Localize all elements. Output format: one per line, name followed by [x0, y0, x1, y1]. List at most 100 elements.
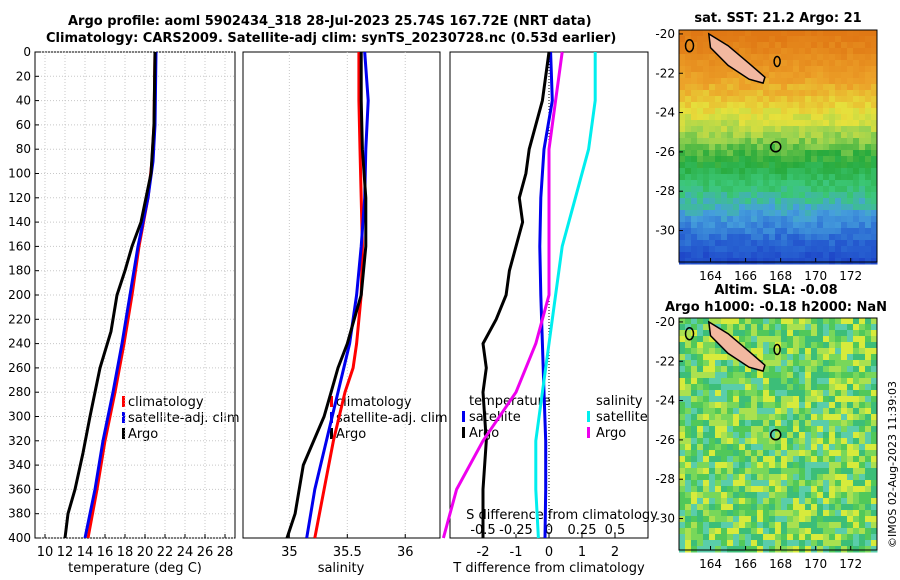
map-pixel	[859, 492, 866, 499]
map-pixel	[733, 516, 740, 523]
map-pixel	[739, 546, 746, 553]
map-pixel	[859, 396, 866, 403]
map-pixel	[739, 132, 746, 139]
map-pixel	[763, 396, 770, 403]
map-pixel	[757, 330, 764, 337]
map-pixel	[769, 378, 776, 385]
map-pixel	[787, 192, 794, 199]
map-pixel	[817, 408, 824, 415]
map-pixel	[811, 156, 818, 163]
map-pixel	[763, 126, 770, 133]
map-pixel	[853, 168, 860, 175]
map-pixel	[775, 348, 782, 355]
map-pixel	[805, 240, 812, 247]
map-pixel	[793, 528, 800, 535]
map-pixel	[727, 90, 734, 97]
map-pixel	[745, 186, 752, 193]
map-pixel	[679, 444, 686, 451]
map-pixel	[751, 510, 758, 517]
map-pixel	[763, 324, 770, 331]
map-pixel	[751, 138, 758, 145]
map-pixel	[871, 126, 878, 133]
map-pixel	[685, 384, 692, 391]
map-pixel	[745, 36, 752, 43]
map-pixel	[865, 534, 872, 541]
map-pixel	[817, 456, 824, 463]
map-pixel	[799, 216, 806, 223]
map-pixel	[823, 342, 830, 349]
map-pixel	[709, 444, 716, 451]
map-pixel	[745, 150, 752, 157]
map-pixel	[679, 72, 686, 79]
map-pixel	[805, 432, 812, 439]
map-pixel	[817, 498, 824, 505]
map-pixel	[763, 258, 770, 265]
legend-swatch-argo	[330, 428, 333, 439]
map-pixel	[829, 498, 836, 505]
map-pixel	[763, 228, 770, 235]
map-pixel	[733, 126, 740, 133]
map-pixel	[763, 180, 770, 187]
map-pixel	[727, 162, 734, 169]
map-pixel	[691, 462, 698, 469]
map-pixel	[835, 504, 842, 511]
map-pixel	[829, 156, 836, 163]
map-pixel	[757, 390, 764, 397]
map-pixel	[841, 546, 848, 553]
map-pixel	[823, 480, 830, 487]
map-pixel	[703, 336, 710, 343]
map-pixel	[823, 324, 830, 331]
map-pixel	[763, 546, 770, 553]
map-pixel	[769, 258, 776, 265]
map-pixel	[751, 384, 758, 391]
map-pixel	[691, 324, 698, 331]
map-pixel	[817, 510, 824, 517]
map-pixel	[871, 366, 878, 373]
map-pixel	[835, 324, 842, 331]
map-pixel	[787, 360, 794, 367]
map-pixel	[745, 84, 752, 91]
map-pixel	[697, 498, 704, 505]
difference-plot: -2 -1 0 1 2-0.5 -0.25 0 0.25 0.5	[441, 51, 625, 560]
map-pixel	[769, 228, 776, 235]
map-pixel	[703, 414, 710, 421]
map-pixel	[685, 492, 692, 499]
map-pixel	[811, 372, 818, 379]
map-pixel	[709, 354, 716, 361]
map-pixel	[805, 36, 812, 43]
map-pixel	[679, 48, 686, 55]
map-pixel	[775, 192, 782, 199]
map-pixel	[679, 492, 686, 499]
map-pixel	[787, 150, 794, 157]
map-pixel	[751, 168, 758, 175]
map-pixel	[859, 420, 866, 427]
map-pixel	[835, 342, 842, 349]
map-pixel	[835, 372, 842, 379]
map-pixel	[697, 546, 704, 553]
map-pixel	[727, 228, 734, 235]
map-pixel	[871, 36, 878, 43]
map-pixel	[721, 456, 728, 463]
map-pixel	[685, 102, 692, 109]
map-pixel	[685, 426, 692, 433]
map-pixel	[769, 156, 776, 163]
map-pixel	[793, 102, 800, 109]
map-pixel	[709, 540, 716, 547]
map-pixel	[697, 390, 704, 397]
map-pixel	[841, 504, 848, 511]
map-pixel	[763, 462, 770, 469]
map-pixel	[709, 360, 716, 367]
island-outline	[773, 55, 781, 68]
map-pixel	[679, 204, 686, 211]
map-pixel	[781, 210, 788, 217]
map-pixel	[775, 438, 782, 445]
map-pixel	[811, 234, 818, 241]
map-pixel	[853, 414, 860, 421]
map-pixel	[769, 168, 776, 175]
map-pixel	[703, 516, 710, 523]
map-pixel	[781, 246, 788, 253]
map-pixel	[757, 174, 764, 181]
map-pixel	[715, 186, 722, 193]
map-pixel	[787, 528, 794, 535]
map-pixel	[871, 252, 878, 259]
